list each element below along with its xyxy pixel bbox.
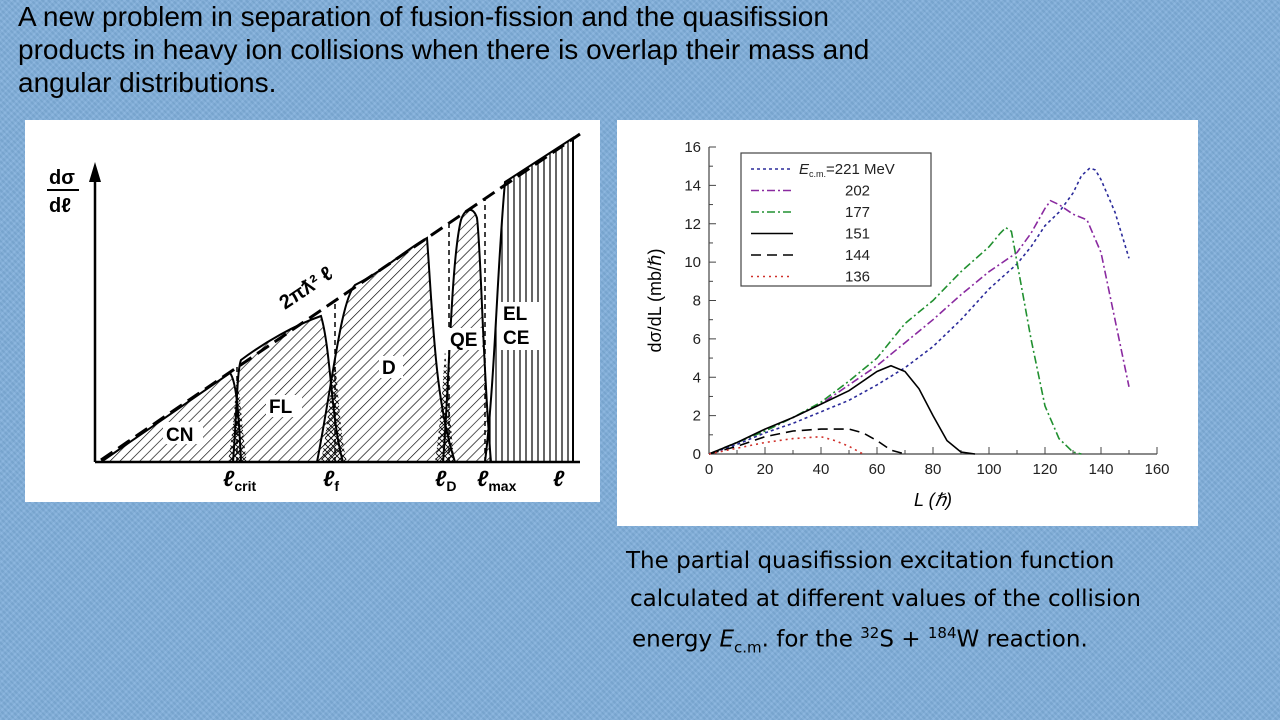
legend-label-0: Ec.m.=221 MeV [799, 161, 895, 179]
legend-label-2: 177 [845, 204, 870, 221]
y-axis-arrow-icon [89, 162, 101, 182]
y-tick-label: 4 [693, 369, 701, 386]
diagram-y-label-top: dσ [49, 167, 75, 189]
elce-label-bg [499, 302, 539, 350]
d-label-bg [379, 356, 403, 378]
tick-lf: ℓf [323, 466, 339, 494]
region-label-d: D [382, 358, 396, 379]
excitation-function-chart: 0 20 40 60 80 100 120 140 160 0 2 4 6 8 10 12 14 16 Ec.m.… [617, 120, 1198, 526]
x-tick-label: 160 [1144, 461, 1169, 478]
legend-box [740, 152, 932, 287]
y-tick-label: 16 [684, 139, 701, 156]
caption-energy-symbol: E [719, 626, 734, 653]
region-label-fl: FL [269, 397, 293, 418]
caption-energy-sub: c.m [734, 638, 762, 657]
series-line-0 [708, 167, 1130, 455]
diagram-y-label-bottom: dℓ [49, 195, 71, 217]
caption-energy-word: energy [632, 626, 720, 653]
caption-mid-text: . for the [761, 626, 861, 653]
region-label-el: EL [503, 304, 528, 325]
fl-label-bg [266, 395, 302, 417]
x-tick-label: 100 [976, 461, 1001, 478]
overlap-f [321, 360, 347, 462]
legend-label-4: 144 [845, 247, 870, 264]
y-tick-label: 2 [693, 408, 701, 425]
caption-sup-184: 184 [927, 624, 957, 642]
legend-label-1: 202 [845, 183, 870, 200]
x-tick-label: 20 [757, 461, 774, 478]
caption-line-3: energy Ec.m. for the 32S + 184W reaction… [632, 624, 1088, 656]
angular-momentum-diagram: dσ dℓ 2πƛ² ℓ CN FL D QE EL CE ℓcrit ℓf ℓ… [25, 120, 600, 502]
x-axis-symbol: ℓ [553, 466, 565, 491]
x-tick-label: 40 [813, 461, 830, 478]
caption-end-text: W reaction. [956, 626, 1088, 653]
x-tick-label: 140 [1088, 461, 1113, 478]
caption-sup-32: 32 [860, 624, 880, 642]
chart-legend: Ec.m.=221 MeV 202 177 151 144 136 [740, 152, 932, 287]
x-tick-label: 0 [705, 461, 713, 478]
tick-ld: ℓD [435, 466, 456, 494]
y-tick-label: 6 [693, 331, 701, 348]
y-tick-label: 10 [684, 254, 701, 271]
chart-series-group [708, 167, 1130, 455]
x-tick-label: 80 [925, 461, 942, 478]
y-tick-label: 14 [684, 177, 701, 194]
caption-line-1: The partial quasifission excitation func… [626, 548, 1115, 574]
region-label-cn: CN [166, 425, 193, 446]
diagram-svg: dσ dℓ 2πƛ² ℓ CN FL D QE EL CE ℓcrit ℓf ℓ… [47, 132, 581, 494]
caption-line-2: calculated at different values of the co… [630, 586, 1141, 612]
envelope-line [100, 132, 581, 462]
region-cn [97, 371, 243, 463]
y-tick-label: 8 [693, 293, 701, 310]
chart-svg: 0 20 40 60 80 100 120 140 160 0 2 4 6 8 10 12 14 16 Ec.m.… [645, 139, 1170, 510]
region-label-ce: CE [503, 328, 529, 349]
series-line-4 [708, 428, 906, 455]
region-label-qe: QE [450, 330, 477, 351]
title-line-1: A new problem in separation of fusion-fi… [18, 1, 829, 32]
chart-axes-group: 0 20 40 60 80 100 120 140 160 0 2 4 6 8 10 12 14 16 [684, 139, 1169, 478]
overlap-crit [228, 378, 247, 462]
tick-lcrit: ℓcrit [223, 466, 256, 494]
y-tick-label: 12 [684, 216, 701, 233]
series-line-3 [708, 364, 976, 455]
x-tick-label: 120 [1032, 461, 1057, 478]
chart-y-axis-label: dσ/dL (mb/ℏ) [645, 249, 665, 353]
title-line-2: products in heavy ion collisions when th… [18, 34, 870, 65]
caption-sulfur: S + [879, 626, 928, 653]
tick-lmax: ℓmax [477, 466, 517, 494]
y-tick-label: 0 [693, 446, 701, 463]
legend-label-3: 151 [845, 226, 870, 243]
legend-label-5: 136 [845, 269, 870, 286]
overlap-d [435, 350, 455, 462]
chart-x-axis-label: L (ℏ) [914, 490, 952, 510]
qe-label-bg [448, 328, 482, 350]
slide-title: A new problem in separation of fusion-fi… [18, 0, 1268, 99]
title-line-3: angular distributions. [18, 67, 277, 98]
cn-label-bg [163, 422, 203, 444]
region-el-ce [483, 136, 574, 463]
x-tick-label: 60 [869, 461, 886, 478]
